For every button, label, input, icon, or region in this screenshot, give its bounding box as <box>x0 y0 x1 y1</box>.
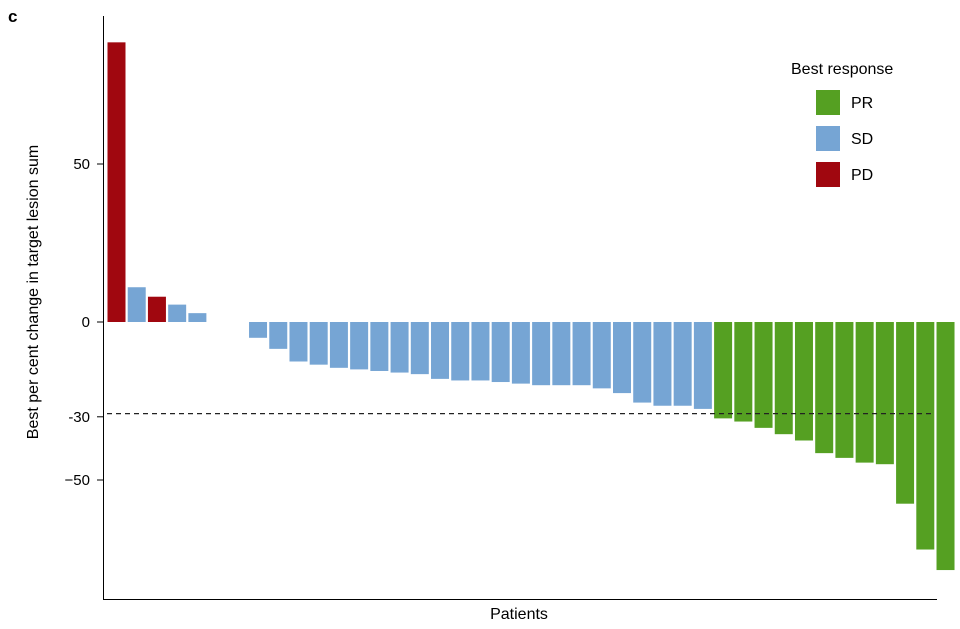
bar-sd <box>511 322 530 384</box>
legend-label-sd: SD <box>851 131 873 148</box>
legend-label-pr: PR <box>851 95 873 112</box>
bar-sd <box>693 322 712 409</box>
y-ticks: 50 0 -30 −50 <box>65 156 103 489</box>
bar-sd <box>350 322 369 370</box>
legend: Best response PR SD PD <box>791 61 893 187</box>
bar-pr <box>835 322 854 458</box>
bar-sd <box>491 322 510 383</box>
bar-sd <box>309 322 328 365</box>
legend-label-pd: PD <box>851 167 873 184</box>
y-tick-label: 50 <box>73 156 90 173</box>
bar-sd <box>673 322 692 406</box>
bar-sd <box>471 322 490 381</box>
bar-sd <box>410 322 429 375</box>
x-axis-label: Patients <box>490 606 548 623</box>
bar-sd <box>289 322 308 362</box>
bar-sd <box>592 322 611 389</box>
bar-pr <box>916 322 935 550</box>
bar-sd <box>451 322 470 381</box>
y-tick-label: 0 <box>82 314 90 331</box>
bar-sd <box>390 322 409 373</box>
bar-pr <box>714 322 733 419</box>
bar-sd <box>188 313 207 322</box>
bars <box>107 42 955 571</box>
bar-pr <box>754 322 773 428</box>
bar-sd <box>552 322 571 386</box>
bar-pr <box>855 322 874 463</box>
panel-label: c <box>8 7 17 26</box>
y-axis-label: Best per cent change in target lesion su… <box>25 145 42 439</box>
bar-sd <box>370 322 389 371</box>
bar-sd <box>653 322 672 406</box>
bar-pd <box>107 42 126 323</box>
bar-sd <box>329 322 348 368</box>
bar-sd <box>431 322 450 379</box>
bar-sd <box>613 322 631 394</box>
bar-pr <box>774 322 793 435</box>
bar-sd <box>532 322 551 386</box>
legend-swatch-pd <box>816 162 840 187</box>
axes <box>103 16 937 600</box>
bar-sd <box>572 322 591 386</box>
bar-pd <box>147 296 166 322</box>
y-tick-label: -30 <box>68 409 90 426</box>
bar-sd <box>269 322 288 349</box>
legend-title: Best response <box>791 61 893 78</box>
bar-pr <box>875 322 894 465</box>
bar-pr <box>896 322 915 504</box>
bar-pr <box>815 322 834 454</box>
legend-swatch-pr <box>816 90 840 115</box>
y-tick-label: −50 <box>65 472 90 489</box>
bar-pr <box>794 322 813 441</box>
legend-entries: PR SD PD <box>816 90 873 187</box>
bar-sd <box>168 304 187 322</box>
legend-swatch-sd <box>816 126 840 151</box>
bar-pr <box>936 322 955 571</box>
bar-pr <box>734 322 753 422</box>
bar-sd <box>127 287 146 322</box>
bar-sd <box>249 322 268 338</box>
bar-sd <box>633 322 652 403</box>
